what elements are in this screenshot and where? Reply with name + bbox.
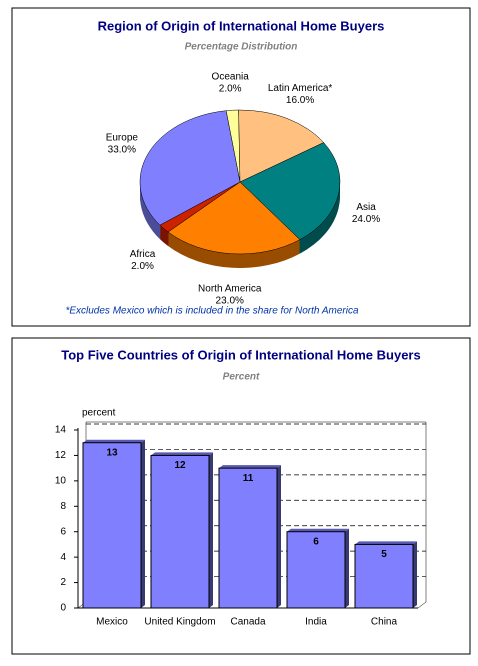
slice-label: Asia — [356, 202, 376, 213]
value-label: 2.0% — [131, 261, 154, 272]
bar — [286, 531, 346, 609]
bar-side — [209, 452, 213, 608]
bar-side — [277, 465, 281, 608]
value-label: 2.0% — [219, 84, 242, 95]
bar-top — [355, 541, 417, 545]
slice — [167, 181, 301, 255]
y-tick-label: 14 — [55, 425, 67, 436]
bar-top — [151, 452, 213, 456]
x-tick-label: China — [371, 617, 398, 628]
value-label: 33.0% — [108, 144, 136, 155]
y-tick-label: 4 — [60, 552, 66, 563]
y-tick-label: 6 — [60, 526, 66, 537]
slice — [239, 142, 341, 240]
slice-label: Latin America* — [268, 83, 333, 94]
y-tick-label: 10 — [55, 475, 67, 486]
slice-label: Oceania — [212, 72, 250, 83]
y-tick-label: 2 — [60, 577, 66, 588]
bar — [82, 442, 142, 609]
bar-side — [413, 541, 417, 608]
y-tick-label: 12 — [55, 450, 67, 461]
slice — [139, 110, 241, 226]
value-label: 6 — [313, 536, 319, 547]
value-label: 23.0% — [216, 296, 244, 307]
value-label: 13 — [106, 447, 118, 458]
chart-subtitle: Percent — [223, 372, 260, 383]
bar — [150, 454, 210, 609]
bar — [218, 467, 278, 609]
slice-label: North America — [198, 284, 262, 295]
value-label: 16.0% — [286, 95, 314, 106]
chart-subtitle: Percentage Distribution — [185, 42, 298, 53]
value-label: 24.0% — [352, 214, 380, 225]
bar-side — [345, 528, 349, 608]
slice-label: Africa — [130, 249, 156, 260]
y-tick-label: 8 — [60, 501, 66, 512]
chart-title: Top Five Countries of Origin of Internat… — [61, 347, 420, 362]
bar-top — [219, 465, 281, 469]
y-tick-label: 0 — [60, 603, 66, 614]
value-label: 11 — [243, 473, 254, 484]
value-label: 12 — [174, 460, 186, 471]
bar-top — [83, 439, 145, 443]
slice-label: Europe — [106, 132, 139, 143]
x-tick-label: United Kingdom — [144, 617, 215, 628]
bar-side — [141, 439, 145, 608]
x-tick-label: India — [305, 617, 327, 628]
footnote: *Excludes Mexico which is included in th… — [65, 306, 359, 317]
x-tick-label: Canada — [230, 617, 265, 628]
slice — [238, 109, 325, 183]
x-tick-label: Mexico — [96, 617, 128, 628]
y-axis-label: percent — [82, 408, 116, 419]
chart-title: Region of Origin of International Home B… — [98, 18, 385, 33]
bar-top — [287, 528, 349, 532]
value-label: 5 — [381, 549, 387, 560]
bar — [354, 543, 414, 609]
